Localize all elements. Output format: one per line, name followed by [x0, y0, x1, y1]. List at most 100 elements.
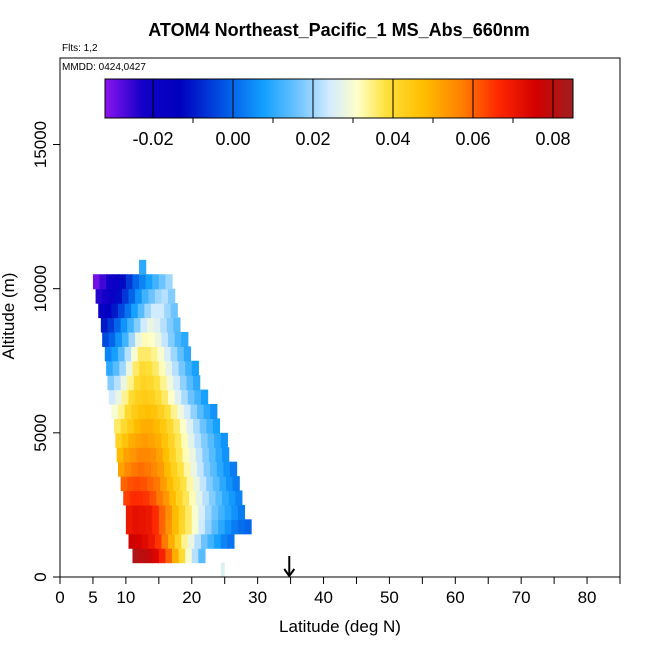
heatmap-cell	[237, 519, 246, 535]
heatmap-cell	[198, 504, 206, 520]
heatmap-cell	[139, 274, 147, 290]
heatmap-cell	[128, 533, 136, 549]
heatmap-cell	[194, 389, 202, 405]
heatmap-cell	[112, 360, 120, 376]
heatmap-cell	[141, 533, 149, 549]
heatmap-cell	[161, 288, 169, 304]
heatmap-cell	[148, 331, 156, 347]
heatmap-cell	[165, 274, 173, 290]
heatmap-cell	[145, 548, 153, 564]
heatmap-cell	[133, 476, 141, 492]
heatmap-cell	[131, 461, 139, 477]
heatmap-cell	[223, 461, 231, 477]
heatmap-cell	[190, 461, 198, 477]
heatmap-cell	[149, 490, 157, 506]
heatmap-cell	[132, 360, 140, 376]
x-tick-label: 0	[55, 588, 64, 607]
colorbar-fill	[104, 78, 574, 119]
heatmap-cell	[137, 404, 145, 420]
heatmap-cell	[202, 490, 210, 506]
colorbar-tick-label: -0.02	[132, 129, 173, 149]
heatmap-cell	[158, 548, 167, 564]
heatmap-cell	[144, 303, 152, 319]
heatmap-cell	[99, 274, 107, 290]
heatmap-cell	[179, 476, 188, 492]
heatmap-cell	[140, 418, 148, 434]
heatmap-cell	[152, 360, 160, 376]
heatmap-cell	[128, 432, 136, 448]
heatmap-cell	[125, 504, 134, 520]
x-tick-label: 60	[446, 588, 465, 607]
heatmap-cell	[181, 331, 189, 347]
heatmap-cell	[224, 519, 232, 535]
heatmap-cell	[193, 418, 201, 434]
heatmap-cell	[153, 375, 161, 391]
heatmap-cell	[108, 331, 116, 347]
heatmap-cell	[120, 375, 128, 391]
heatmap-cell	[146, 418, 155, 434]
heatmap-cell	[215, 490, 223, 506]
heatmap-cell	[191, 519, 199, 535]
heatmap-cell	[165, 504, 173, 520]
heatmap-cell	[132, 519, 140, 535]
heatmap-cell	[244, 519, 252, 535]
heatmap-cell	[141, 288, 149, 304]
heatmap-cell	[183, 404, 192, 420]
heatmap-cell	[152, 519, 160, 535]
heatmap-cell	[120, 476, 128, 492]
heatmap-cell	[164, 404, 172, 420]
heatmap-cell	[195, 490, 203, 506]
heatmap-cell	[170, 404, 178, 420]
heatmap-cell	[127, 317, 135, 333]
heatmap-cell	[231, 504, 239, 520]
heatmap-cell	[148, 389, 156, 405]
heatmap-cell	[121, 331, 130, 347]
heatmap-cell	[203, 461, 211, 477]
heatmap-cell	[114, 317, 122, 333]
colorbar-tick-label: 0.06	[455, 129, 490, 149]
heatmap-cell	[129, 447, 138, 463]
heatmap-cell	[115, 389, 123, 405]
heatmap-cell	[121, 389, 130, 405]
heatmap-cell	[204, 519, 213, 535]
heatmap-cell	[160, 418, 168, 434]
heatmap-cell	[135, 331, 143, 347]
heatmap-cell	[200, 533, 209, 549]
heatmap-cell	[206, 418, 214, 434]
heatmap-cells	[92, 259, 252, 577]
heatmap-cell	[174, 432, 182, 448]
heatmap-cell	[186, 418, 194, 434]
heatmap-cell	[206, 476, 214, 492]
heatmap-cell	[222, 490, 230, 506]
heatmap-cell	[133, 375, 141, 391]
x-tick-label: 40	[314, 588, 333, 607]
heatmap-cell	[178, 548, 186, 564]
heatmap-cell	[137, 346, 145, 362]
heatmap-cell	[165, 519, 173, 535]
heatmap-cell	[145, 360, 153, 376]
heatmap-cell	[179, 418, 188, 434]
heatmap-cell	[131, 346, 139, 362]
heatmap-cell	[170, 303, 178, 319]
heatmap-cell	[131, 404, 139, 420]
heatmap-cell	[140, 476, 148, 492]
heatmap-cell	[152, 274, 160, 290]
y-axis-label: Altitude (m)	[0, 273, 18, 360]
heatmap-cell	[165, 360, 173, 376]
heatmap-cell	[183, 346, 192, 362]
heatmap-cell	[177, 461, 185, 477]
dates-label: MMDD: 0424,0427	[62, 62, 146, 73]
heatmap-cell	[145, 519, 153, 535]
heatmap-cell	[208, 490, 217, 506]
heatmap-cell	[158, 274, 167, 290]
heatmap-cell	[150, 404, 159, 420]
heatmap-cell	[119, 274, 127, 290]
heatmap-cell	[193, 375, 201, 391]
heatmap-cell	[166, 375, 174, 391]
heatmap-cell	[146, 476, 155, 492]
heatmap-cell	[136, 447, 144, 463]
heatmap-cell	[231, 519, 239, 535]
y-tick-label: 5000	[31, 414, 50, 452]
heatmap-cell	[154, 533, 163, 549]
heatmap-cell	[111, 303, 119, 319]
